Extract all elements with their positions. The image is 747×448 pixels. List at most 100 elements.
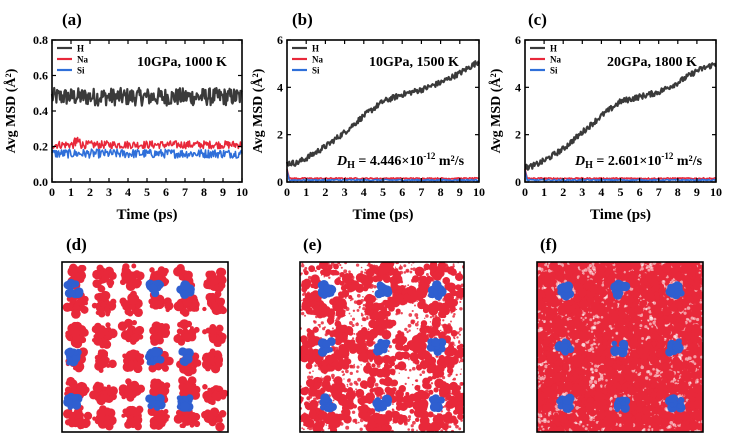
h-trajectory	[122, 304, 129, 311]
h-speckle	[391, 408, 395, 412]
h-speckle	[660, 375, 662, 378]
h-trajectory	[193, 359, 202, 367]
h-trajectory	[633, 270, 640, 277]
h-trajectory	[368, 354, 373, 359]
h-speckle	[325, 424, 328, 426]
h-speckle	[408, 329, 411, 332]
si-na-cluster	[323, 283, 332, 293]
h-speckle	[590, 343, 594, 347]
h-speckle	[697, 380, 699, 383]
h-speckle	[591, 272, 595, 276]
h-trajectory	[579, 265, 585, 270]
si-na-cluster	[156, 355, 165, 364]
h-trajectory	[93, 271, 98, 276]
h-speckle	[645, 266, 648, 270]
h-trajectory	[363, 280, 372, 289]
h-speckle	[618, 413, 622, 418]
h-trajectory	[348, 342, 358, 352]
h-trajectory	[91, 337, 97, 343]
h-trajectory	[557, 304, 567, 314]
h-speckle	[458, 361, 461, 364]
x-tick-label: 3	[579, 185, 585, 199]
h-speckle	[641, 263, 644, 266]
h-trajectory	[125, 378, 132, 385]
h-trajectory	[304, 402, 313, 410]
h-trajectory	[301, 339, 309, 346]
h-speckle	[592, 315, 596, 318]
h-trajectory	[453, 409, 459, 415]
h-trajectory	[316, 377, 323, 383]
h-trajectory	[218, 410, 227, 418]
legend-label-si: Si	[77, 66, 85, 76]
h-trajectory	[386, 387, 396, 397]
h-speckle	[671, 338, 674, 340]
h-speckle	[677, 382, 680, 385]
x-tick-label: 8	[201, 185, 207, 199]
h-speckle	[595, 282, 597, 285]
h-trajectory	[422, 381, 430, 389]
h-trajectory	[74, 301, 80, 307]
h-trajectory	[355, 388, 365, 398]
h-speckle	[640, 299, 642, 302]
y-tick-label: 4	[277, 80, 283, 94]
h-speckle	[360, 324, 363, 327]
h-trajectory	[130, 290, 137, 298]
h-speckle	[652, 320, 657, 325]
h-trajectory	[215, 417, 221, 422]
h-speckle	[459, 360, 462, 362]
h-speckle	[340, 266, 343, 269]
h-speckle	[595, 346, 598, 349]
h-speckle	[683, 311, 687, 315]
h-speckle	[366, 264, 369, 267]
annotation-conditions: 10GPa, 1500 K	[369, 55, 459, 70]
h-trajectory	[364, 300, 374, 310]
h-trajectory	[304, 292, 312, 300]
h-speckle	[456, 336, 459, 339]
si-na-cluster	[328, 402, 337, 412]
h-trajectory	[335, 308, 346, 318]
h-trajectory	[97, 331, 105, 339]
h-trajectory	[368, 319, 377, 329]
h-speckle	[547, 420, 550, 424]
h-trajectory	[173, 334, 182, 343]
h-speckle	[600, 316, 604, 319]
h-speckle	[328, 276, 331, 279]
h-trajectory	[342, 404, 349, 412]
h-trajectory	[80, 328, 89, 337]
h-trajectory	[347, 272, 354, 279]
h-speckle	[366, 317, 369, 320]
h-trajectory	[76, 385, 82, 391]
h-speckle	[459, 330, 461, 333]
h-trajectory	[125, 350, 136, 361]
legend-label-h: H	[312, 44, 319, 54]
h-trajectory	[148, 364, 157, 373]
y-tick-label: 6	[515, 33, 521, 47]
h-speckle	[342, 373, 346, 376]
h-speckle	[343, 269, 348, 274]
h-speckle	[584, 316, 587, 320]
h-speckle	[592, 264, 595, 267]
h-trajectory	[193, 420, 201, 428]
h-speckle	[356, 322, 359, 324]
h-speckle	[693, 355, 697, 359]
si-na-cluster	[381, 346, 388, 354]
h-trajectory	[208, 292, 217, 301]
h-speckle	[411, 383, 414, 386]
h-trajectory	[433, 387, 439, 393]
h-speckle	[593, 338, 596, 342]
x-tick-label: 9	[694, 185, 700, 199]
h-trajectory	[564, 305, 572, 312]
h-trajectory	[212, 392, 217, 397]
h-speckle	[367, 328, 370, 331]
si-na-cluster	[428, 288, 435, 294]
x-tick-label: 4	[598, 185, 604, 199]
h-trajectory	[429, 262, 438, 269]
si-na-cluster	[74, 289, 84, 298]
h-speckle	[356, 293, 361, 298]
h-speckle	[561, 392, 565, 396]
h-speckle	[407, 323, 412, 328]
h-speckle	[579, 420, 583, 424]
h-speckle	[647, 268, 651, 272]
h-speckle	[647, 370, 651, 374]
